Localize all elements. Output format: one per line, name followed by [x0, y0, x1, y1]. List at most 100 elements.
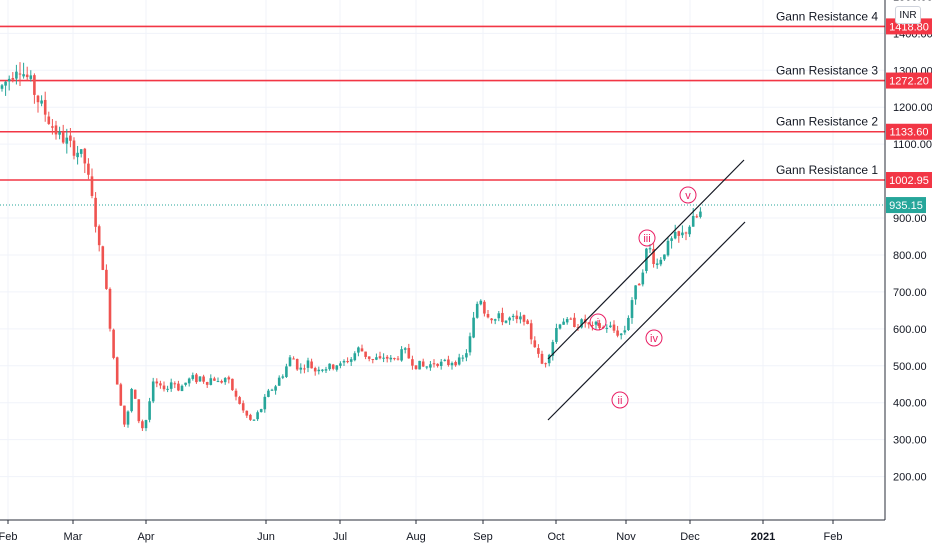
candle-body — [501, 312, 504, 323]
candle-body — [328, 363, 331, 370]
candle-body — [36, 95, 40, 103]
gann-resistance-label: Gann Resistance 4 — [776, 9, 878, 23]
price-axis[interactable]: 200.00 300.00 400.00 500.00 600.00 700.00 800.… — [893, 0, 932, 484]
candle-body — [637, 283, 641, 286]
candle-body — [443, 359, 447, 361]
candle-body — [339, 363, 342, 366]
candle-body — [612, 324, 616, 331]
candle-body — [526, 320, 529, 324]
gann-resistance-label: Gann Resistance 2 — [776, 115, 878, 129]
candle-body — [162, 385, 166, 390]
candle-body — [652, 248, 655, 265]
candle-body — [425, 366, 429, 368]
x-tick-label: Mar — [64, 531, 83, 543]
candle-body — [508, 317, 511, 321]
candle-body — [4, 81, 7, 86]
gann-resistance-label: Gann Resistance 1 — [776, 163, 878, 177]
y-tick-label: 1200.00 — [893, 102, 932, 114]
candle-body — [623, 330, 627, 333]
time-axis[interactable]: Feb Mar Apr Jun Jul Aug Sep Oct Nov Dec 2021 Feb — [0, 520, 842, 543]
candle-body — [195, 374, 198, 383]
candle-body — [151, 381, 155, 402]
candle-body — [385, 356, 389, 359]
wave-label: i — [597, 317, 599, 329]
candle-body — [223, 378, 227, 383]
candle-body — [648, 248, 652, 250]
candle-body — [677, 231, 681, 236]
candle-body — [87, 163, 90, 175]
trend-channel[interactable] — [547, 159, 746, 421]
x-tick-label: Jul — [333, 531, 347, 543]
candle-body — [691, 215, 695, 227]
candle-body — [0, 85, 4, 89]
candle-body — [137, 399, 141, 422]
candle-body — [591, 324, 594, 326]
candle-body — [256, 412, 259, 420]
candle-body — [360, 348, 364, 352]
price-tag — [886, 123, 932, 140]
candle-body — [54, 125, 58, 135]
candle-body — [565, 319, 569, 323]
candle-body — [141, 421, 144, 429]
candle-body — [432, 363, 436, 365]
currency-button[interactable]: INR — [895, 6, 921, 24]
candle-body — [299, 367, 303, 370]
candle-body — [213, 378, 216, 381]
wave-label: ii — [618, 395, 623, 407]
candle-body — [18, 73, 22, 75]
candle-body — [349, 359, 353, 362]
candle-body — [562, 321, 565, 325]
candle-body — [148, 401, 151, 420]
candle-body — [180, 385, 184, 392]
candle-body — [375, 357, 378, 360]
candle-body — [627, 317, 630, 330]
gann-resistance-lines[interactable]: Gann Resistance 4 Gann Resistance 3 Gann R… — [0, 9, 885, 181]
candle-body — [461, 357, 465, 359]
candle-body — [295, 358, 299, 370]
candle-body — [252, 419, 256, 421]
candle-body — [403, 348, 407, 350]
candle-body — [51, 126, 54, 128]
candle-body — [353, 353, 357, 361]
wave-label: iii — [643, 233, 650, 245]
candle-body — [454, 362, 457, 366]
candle-body — [25, 74, 29, 78]
candle-body — [310, 361, 313, 369]
candle-body — [429, 364, 432, 368]
candle-body — [666, 240, 670, 256]
candle-body — [457, 357, 461, 365]
candle-body — [537, 348, 540, 354]
candle-body — [382, 357, 385, 359]
x-tick-label: Dec — [680, 531, 700, 543]
y-tick-label: 1500.00 — [893, 0, 932, 3]
candle-body — [198, 376, 202, 382]
candle-body — [529, 323, 533, 340]
candle-body — [389, 357, 393, 360]
candle-body — [61, 132, 65, 143]
gann-resistance-label: Gann Resistance 3 — [776, 64, 878, 78]
candle-body — [169, 382, 173, 389]
candle-body — [83, 148, 87, 164]
candle-body — [94, 197, 97, 227]
chart-grid — [0, 0, 885, 520]
candle-body — [72, 140, 76, 156]
candle-body — [209, 378, 213, 385]
candle-body — [112, 329, 115, 358]
candle-body — [479, 300, 483, 305]
candle-body — [465, 353, 468, 358]
candle-body — [475, 303, 479, 318]
candle-body — [367, 356, 371, 359]
candle-body — [472, 317, 475, 338]
candle-body — [303, 368, 306, 370]
candle-body — [69, 135, 72, 141]
candle-body — [551, 342, 555, 356]
candle-body — [418, 360, 421, 370]
y-tick-label: 300.00 — [893, 435, 927, 447]
candle-body — [22, 74, 25, 77]
x-tick-label: Sep — [473, 531, 493, 543]
candle-body — [40, 100, 43, 104]
candle-body — [267, 390, 270, 397]
candle-body — [695, 216, 699, 218]
